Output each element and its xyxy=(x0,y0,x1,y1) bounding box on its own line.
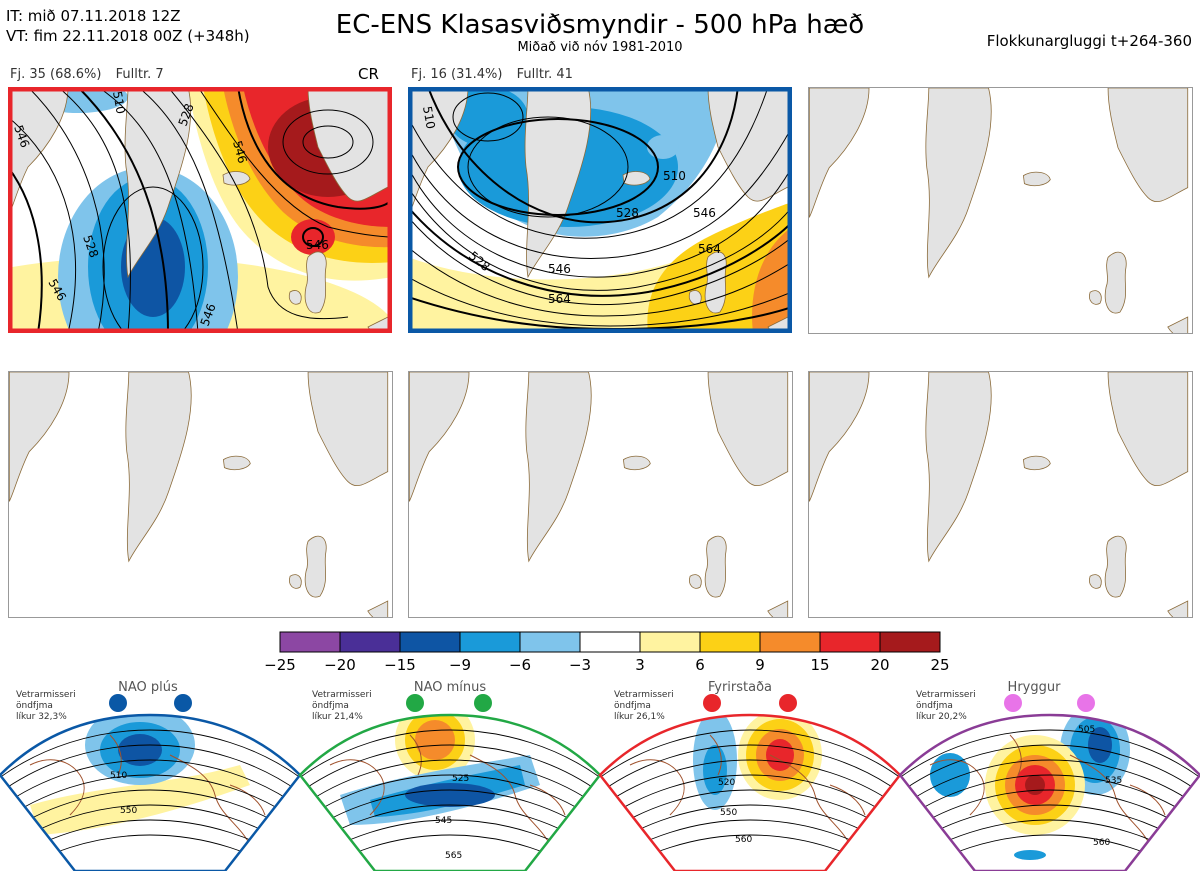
contour-label: 560 xyxy=(1093,838,1110,848)
regime-name: Hryggur xyxy=(1008,680,1062,695)
contour-label: 546 xyxy=(548,262,571,276)
colorbar-tick-label: 20 xyxy=(870,656,889,674)
colorbar-tick-label: 15 xyxy=(810,656,829,674)
contour-label: 545 xyxy=(435,816,452,826)
contour-label: 510 xyxy=(420,105,438,130)
contour-label: 565 xyxy=(445,851,462,861)
contour-label: 546 xyxy=(693,206,716,220)
page-subtitle: Miðað við nóv 1981-2010 xyxy=(517,40,683,55)
colorbar-segment xyxy=(759,631,821,653)
empty-map-4 xyxy=(8,371,393,618)
cluster-2-label: Fj. 16 (31.4%) Fulltr. 41 xyxy=(411,67,583,82)
page-title: EC-ENS Klasasviðsmyndir - 500 hPa hæð xyxy=(335,10,865,40)
contour-label: 510 xyxy=(110,771,127,781)
colorbar-tick-label: 6 xyxy=(695,656,705,674)
empty-map-5 xyxy=(408,371,793,618)
colorbar-svg: −25 −20 −15 −9 −6 −3 3 6 9 15 20 25 xyxy=(264,631,950,674)
contour-label: 546 xyxy=(230,139,249,165)
colorbar-segment xyxy=(399,631,461,653)
colorbar-tick-label: −25 xyxy=(264,656,296,674)
regime-season2: öndfjma xyxy=(312,701,349,711)
regime-season2: öndfjma xyxy=(614,701,651,711)
cluster-2-count: Fj. 16 (31.4%) xyxy=(411,67,503,82)
colorbar-tick-label: −15 xyxy=(384,656,416,674)
initial-time: IT: mið 07.11.2018 12Z xyxy=(6,7,181,25)
colorbar-tick-label: −20 xyxy=(324,656,356,674)
cluster-2-rep: Fulltr. 41 xyxy=(516,67,573,82)
regime-blocking: Fyrirstaða Vetrarmisseri öndfjma líkur 2… xyxy=(598,680,902,873)
empty-map-6 xyxy=(808,371,1193,618)
colorbar-segment xyxy=(699,631,761,653)
contour-label: 550 xyxy=(720,808,737,818)
regime-prob: líkur 26,1% xyxy=(614,712,665,722)
colorbar-segment xyxy=(819,631,881,653)
contour-label: 505 xyxy=(1078,725,1095,735)
cluster-1-map: 546 528 546 546 546 528 510 546 xyxy=(0,81,398,417)
colorbar-tick-label: 9 xyxy=(755,656,765,674)
regime-season: Vetrarmisseri xyxy=(916,690,976,700)
contour-label: 520 xyxy=(718,778,735,788)
regime-season2: öndfjma xyxy=(916,701,953,711)
regime-name: Fyrirstaða xyxy=(708,680,772,695)
colorbar-tick-label: −9 xyxy=(449,656,471,674)
colorbar-tick-label: 25 xyxy=(930,656,949,674)
contour-label: 564 xyxy=(548,292,571,306)
cluster-2-map: 510 528 546 546 564 564 528 510 xyxy=(407,86,793,338)
regime-season: Vetrarmisseri xyxy=(312,690,372,700)
colorbar-segment xyxy=(639,631,701,653)
contour-label: 510 xyxy=(663,169,686,183)
regime-season2: öndfjma xyxy=(16,701,53,711)
colorbar-tick-label: 3 xyxy=(635,656,645,674)
clustering-window: Flokkunargluggi t+264-360 xyxy=(986,32,1192,50)
colorbar-segment xyxy=(519,631,581,653)
regime-name: NAO plús xyxy=(118,680,178,695)
regime-season: Vetrarmisseri xyxy=(614,690,674,700)
colorbar: −25 −20 −15 −9 −6 −3 3 6 9 15 20 25 xyxy=(260,630,960,675)
contour-label: 528 xyxy=(616,206,639,220)
colorbar-segment xyxy=(579,631,641,653)
cluster-1-label: Fj. 35 (68.6%) Fulltr. 7 xyxy=(10,67,174,82)
contour-label: 525 xyxy=(452,774,469,784)
colorbar-tick-label: −6 xyxy=(509,656,531,674)
cluster-1-rep: Fulltr. 7 xyxy=(115,67,164,82)
colorbar-segment xyxy=(339,631,401,653)
cluster-1-regime: CR xyxy=(358,65,379,83)
contour-label: 560 xyxy=(735,835,752,845)
valid-time: VT: fim 22.11.2018 00Z (+348h) xyxy=(6,27,250,45)
colorbar-tick-label: −3 xyxy=(569,656,591,674)
regime-name: NAO mínus xyxy=(414,680,487,695)
regime-prob: líkur 21,4% xyxy=(312,712,363,722)
regimes-strip: NAO plús Vetrarmisseri öndfjma líkur 32,… xyxy=(0,675,1200,873)
header-info: IT: mið 07.11.2018 12Z VT: fim 22.11.201… xyxy=(6,6,250,46)
contour-label: 550 xyxy=(120,806,137,816)
regime-nao-minus: NAO mínus Vetrarmisseri öndfjma líkur 21… xyxy=(298,680,602,873)
contour-label: 535 xyxy=(1105,776,1122,786)
contour-label: 546 xyxy=(306,238,329,252)
cluster-1-border xyxy=(7,86,393,334)
cluster-1-count: Fj. 35 (68.6%) xyxy=(10,67,102,82)
regime-season: Vetrarmisseri xyxy=(16,690,76,700)
contour-label: 510 xyxy=(110,90,128,115)
regime-prob: líkur 32,3% xyxy=(16,712,67,722)
regime-ridge: Hryggur Vetrarmisseri öndfjma líkur 20,2… xyxy=(898,680,1200,873)
colorbar-segment xyxy=(459,631,521,653)
empty-map-3 xyxy=(808,87,1193,334)
regime-prob: líkur 20,2% xyxy=(916,712,967,722)
contour-label: 564 xyxy=(698,242,721,256)
regime-nao-plus: NAO plús Vetrarmisseri öndfjma líkur 32,… xyxy=(0,680,302,873)
colorbar-segment xyxy=(879,631,941,653)
colorbar-segment xyxy=(279,631,341,653)
cluster-2-border xyxy=(407,86,793,334)
